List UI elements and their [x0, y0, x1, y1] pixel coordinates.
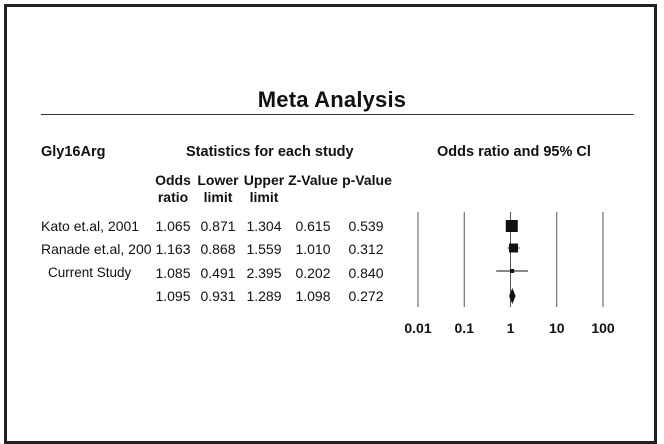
row-4-p: 0.272	[348, 288, 384, 304]
row-2-p: 0.312	[348, 241, 384, 257]
x-tick-label: 1	[506, 320, 515, 336]
row-4-upper: 1.289	[246, 288, 282, 304]
col-p-value: p-Value	[342, 172, 392, 188]
effect-marker-1	[505, 220, 518, 232]
row-2-upper: 1.559	[246, 241, 282, 257]
row-3-p: 0.840	[348, 265, 384, 281]
stats-header: Statistics for each study	[186, 144, 354, 160]
title-rule	[41, 114, 634, 115]
x-tick-label: 0.1	[454, 320, 474, 336]
row-3-or: 1.085	[155, 265, 191, 281]
row-study-2: Ranade et.al, 2001	[41, 241, 151, 257]
row-3-upper: 2.395	[246, 265, 282, 281]
row-1-upper: 1.304	[246, 218, 282, 234]
row-4-or: 1.095	[155, 288, 191, 304]
x-tick-label: 100	[591, 320, 615, 336]
row-1-or: 1.065	[155, 218, 191, 234]
row-2-lower: 0.868	[200, 241, 236, 257]
row-4-lower: 0.931	[200, 288, 236, 304]
col-odds-ratio: Odds ratio	[155, 172, 191, 205]
row-1-lower: 0.871	[200, 218, 236, 234]
row-1-z: 0.615	[295, 218, 331, 234]
row-1-p: 0.539	[348, 218, 384, 234]
forest-header: Odds ratio and 95% Cl	[437, 144, 591, 160]
row-study-1: Kato et.al, 2001	[41, 218, 140, 234]
row-3-lower: 0.491	[200, 265, 236, 281]
effect-marker-3	[510, 269, 515, 273]
row-3-z: 0.202	[295, 265, 331, 281]
row-4-z: 1.098	[295, 288, 331, 304]
col-z-value: Z-Value	[288, 172, 338, 188]
x-tick-label: 0.01	[404, 320, 432, 336]
chart-title: Meta Analysis	[257, 87, 407, 112]
group-label: Gly16Arg	[41, 144, 106, 160]
forest-plot	[417, 212, 604, 307]
row-study-3: Current Study	[48, 265, 132, 280]
col-lower-limit: Lower limit	[197, 172, 239, 205]
effect-marker-2	[509, 243, 519, 253]
col-upper-limit: Upper limit	[243, 172, 285, 205]
row-2-z: 1.010	[295, 241, 331, 257]
row-2-or: 1.163	[155, 241, 191, 257]
x-tick-label: 10	[548, 320, 565, 336]
summary-diamond	[509, 288, 516, 304]
